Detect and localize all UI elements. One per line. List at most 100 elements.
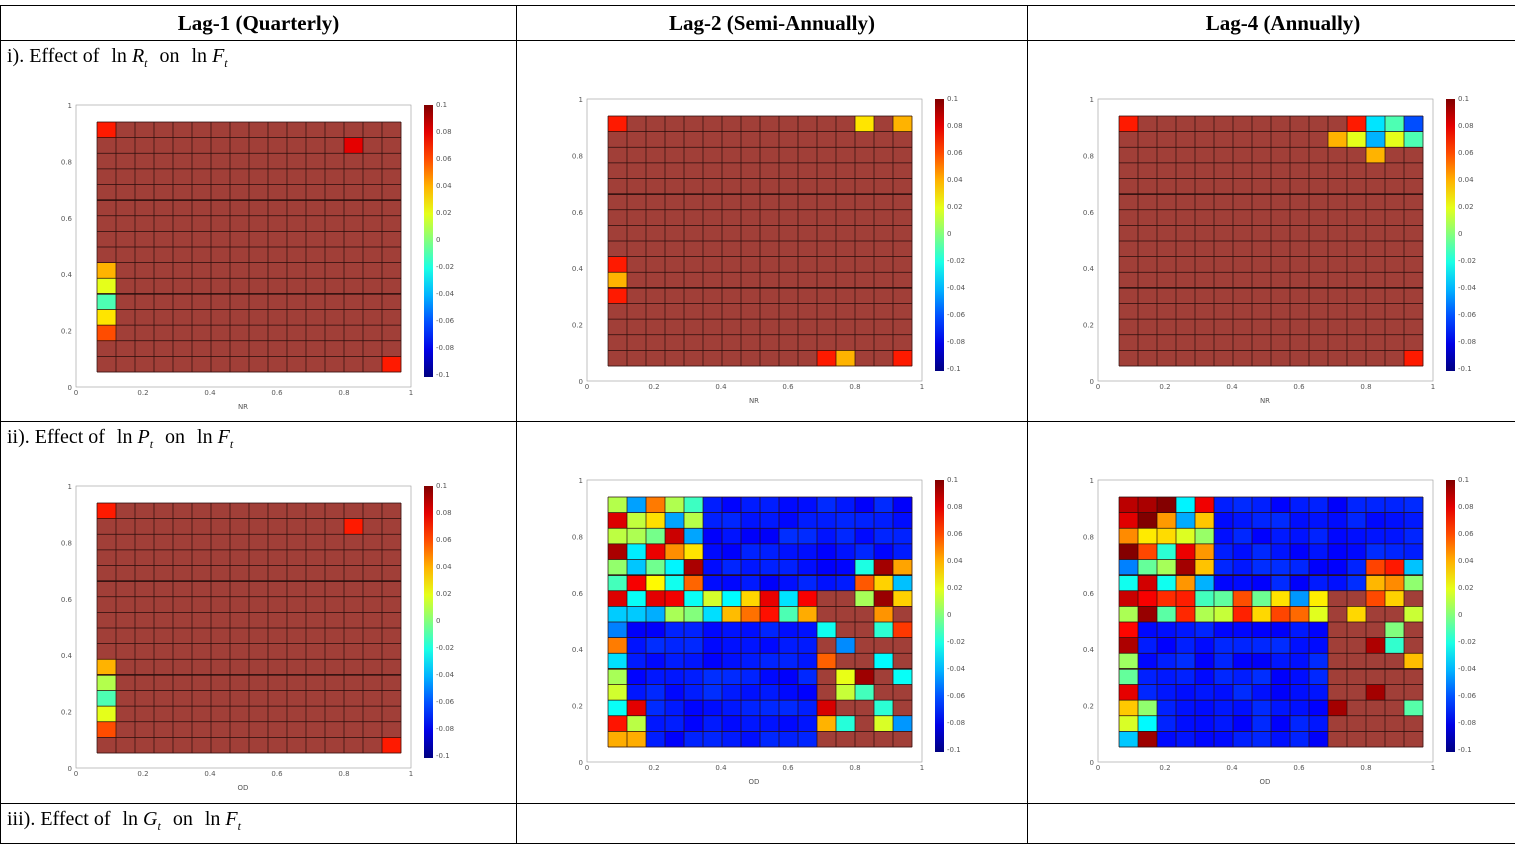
heatmap-cell	[893, 731, 912, 747]
heatmap: 000.20.20.40.40.60.60.80.811OD0.10.080.0…	[567, 472, 1027, 792]
heatmap-cell	[1119, 606, 1138, 622]
heatmap-cell	[1404, 700, 1423, 716]
heatmap-cell	[1404, 288, 1423, 304]
heatmap-cell	[306, 200, 325, 216]
heatmap-cell	[1309, 210, 1328, 226]
heatmap-cell	[154, 310, 173, 326]
heatmap-cell	[249, 628, 268, 644]
heatmap-cell	[1404, 669, 1423, 685]
heatmap-cell	[1385, 700, 1404, 716]
heatmap-cell	[135, 706, 154, 722]
heatmap-cell	[893, 272, 912, 288]
heatmap-cell	[703, 591, 722, 607]
x-axis-label: NR	[238, 403, 248, 411]
heatmap-cell	[1347, 225, 1366, 241]
heatmap-cell	[325, 153, 344, 169]
x-tick-label: 0	[74, 770, 78, 778]
heatmap-cell	[893, 225, 912, 241]
x-tick-label: 1	[1431, 383, 1435, 391]
heatmap-cell	[836, 225, 855, 241]
heatmap-cell	[344, 706, 363, 722]
heatmap-cell	[1214, 653, 1233, 669]
heatmap-cell	[382, 169, 401, 185]
heatmap-cell	[760, 319, 779, 335]
heatmap-cell	[665, 497, 684, 513]
heatmap-cell	[192, 200, 211, 216]
heatmap-cell	[798, 653, 817, 669]
heatmap-cell	[230, 659, 249, 675]
heatmap-cell	[1214, 210, 1233, 226]
heatmap-cell	[760, 288, 779, 304]
heatmap-cell	[779, 606, 798, 622]
heatmap-cell	[1271, 288, 1290, 304]
heatmap-cell	[684, 257, 703, 273]
heatmap-cell	[1195, 669, 1214, 685]
heatmap-cell	[1404, 132, 1423, 148]
y-tick-label: 0.4	[1083, 646, 1095, 654]
heatmap-cell	[1176, 116, 1195, 132]
heatmap-cell	[268, 706, 287, 722]
heatmap-cell	[1404, 304, 1423, 320]
heatmap-cell	[1214, 622, 1233, 638]
heatmap-cell	[665, 304, 684, 320]
heatmap-cell	[154, 566, 173, 582]
heatmap-cell	[798, 528, 817, 544]
x-tick-label: 0.2	[137, 770, 148, 778]
heatmap-cell	[1328, 497, 1347, 513]
heatmap-cell	[684, 700, 703, 716]
heatmap-cell	[646, 669, 665, 685]
heatmap-cell	[1214, 319, 1233, 335]
heatmap-cell	[1290, 179, 1309, 195]
heatmap-cell	[1385, 560, 1404, 576]
colorbar-tick-label: -0.02	[1458, 638, 1476, 646]
colorbar	[935, 480, 944, 752]
heatmap-cell	[116, 356, 135, 372]
heatmap-cell	[1328, 591, 1347, 607]
heatmap-cell	[627, 194, 646, 210]
heatmap-cell	[154, 247, 173, 263]
heatmap-cell	[154, 294, 173, 310]
heatmap-cell	[722, 685, 741, 701]
heatmap-cell	[382, 737, 401, 753]
y-tick-label: 0.2	[61, 328, 72, 336]
heatmap-cell	[1252, 210, 1271, 226]
heatmap-cell	[874, 622, 893, 638]
heatmap-cell	[855, 225, 874, 241]
colorbar-tick-label: -0.1	[947, 365, 961, 373]
heatmap-cell	[1233, 669, 1252, 685]
heatmap-cell	[249, 263, 268, 279]
heatmap-cell	[306, 691, 325, 707]
heatmap-cell	[1138, 116, 1157, 132]
heatmap-cell	[173, 185, 192, 201]
heatmap-cell	[760, 700, 779, 716]
heatmap-cell	[817, 653, 836, 669]
heatmap-cell	[1328, 528, 1347, 544]
heatmap-cell	[1176, 653, 1195, 669]
heatmap-cell	[703, 716, 722, 732]
heatmap-cell	[703, 272, 722, 288]
x-axis-label: NR	[749, 397, 759, 405]
heatmap-cell	[1328, 147, 1347, 163]
heatmap-cell	[154, 691, 173, 707]
heatmap-cell	[230, 628, 249, 644]
heatmap-cell	[1366, 638, 1385, 654]
colorbar-tick-label: 0	[947, 611, 951, 619]
heatmap-cell	[306, 278, 325, 294]
colorbar-tick-label: 0.1	[436, 482, 447, 490]
heatmap-cell	[1271, 669, 1290, 685]
heatmap-cell	[287, 628, 306, 644]
x-tick-label: 0.6	[782, 383, 794, 391]
heatmap-cell	[1271, 179, 1290, 195]
heatmap-cell	[382, 263, 401, 279]
x-tick-label: 0.2	[648, 383, 659, 391]
heatmap-cell	[1214, 716, 1233, 732]
heatmap-cell	[627, 606, 646, 622]
heatmap-cell	[230, 169, 249, 185]
heatmap-cell	[779, 716, 798, 732]
heatmap-cell	[97, 628, 116, 644]
heatmap-cell	[893, 560, 912, 576]
heatmap-cell	[1347, 257, 1366, 273]
heatmap-cell	[173, 278, 192, 294]
heatmap-cell	[97, 722, 116, 738]
